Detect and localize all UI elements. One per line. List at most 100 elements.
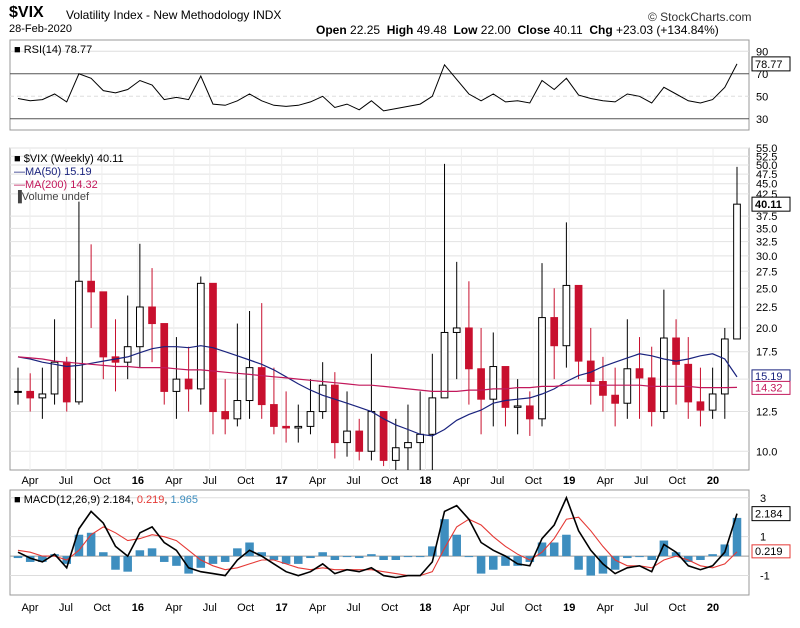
macd-histogram-bar	[647, 556, 656, 560]
price-candle-body	[99, 291, 108, 358]
macd-histogram-bar	[562, 534, 571, 557]
macd-histogram-bar	[683, 556, 693, 562]
macd-legend-part: 1.965	[170, 494, 198, 506]
price-candle-body	[196, 282, 205, 390]
macd-histogram-bar	[501, 556, 510, 566]
rsi-tick-label: 30	[756, 114, 768, 126]
macd-x-tick-label: 16	[132, 602, 144, 614]
price-candle-body	[501, 366, 510, 408]
price-candle-body	[26, 390, 35, 399]
macd-histogram-bar	[342, 556, 352, 558]
price-x-tick-label: 17	[276, 475, 288, 487]
price-candle-body	[489, 366, 498, 400]
macd-tick-label: 3	[760, 493, 766, 505]
macd-histogram-bar	[379, 556, 388, 560]
macd-histogram-bar	[586, 556, 596, 576]
macd-histogram-bar	[13, 556, 23, 559]
price-tick-label: 30.0	[756, 251, 777, 263]
price-x-tick-label: 16	[132, 475, 144, 487]
price-x-tick-label: Apr	[165, 475, 182, 487]
price-x-tick-label: Oct	[669, 475, 686, 487]
price-candle-body	[733, 203, 741, 340]
macd-histogram-bar	[269, 556, 279, 560]
price-candle-body	[379, 411, 388, 461]
price-candle-body	[404, 442, 412, 449]
macd-histogram-bar	[696, 556, 705, 560]
macd-x-tick-label: Jul	[634, 602, 648, 614]
price-x-tick-label: Jul	[203, 475, 217, 487]
price-legend: ■ $VIX (Weekly) 40.11	[14, 153, 124, 165]
symbol-title: $VIX	[9, 4, 44, 21]
macd-histogram-bar	[306, 556, 315, 559]
price-candle-body	[672, 337, 680, 365]
price-candle-body	[270, 404, 278, 427]
macd-histogram-bar	[549, 542, 559, 557]
price-candle-body	[720, 338, 729, 395]
price-candle-body	[477, 368, 485, 400]
price-candle-body	[708, 393, 717, 411]
macd-histogram-bar	[135, 550, 145, 557]
price-x-tick-label: Jul	[634, 475, 648, 487]
macd-histogram-bar	[403, 556, 413, 558]
macd-histogram-bar	[172, 556, 181, 566]
price-x-tick-label: Apr	[453, 475, 470, 487]
price-tick-label: 55.0	[756, 143, 777, 155]
price-candle-body	[525, 405, 534, 420]
price-candle-body	[148, 306, 156, 325]
macd-x-tick-label: Apr	[165, 602, 182, 614]
price-candle-body	[318, 384, 327, 413]
macd-histogram-bar	[318, 552, 327, 557]
macd-legend-part: ,	[164, 494, 170, 506]
price-candle-body	[282, 425, 290, 429]
macd-histogram-bar	[123, 556, 132, 572]
macd-histogram-bar	[159, 556, 169, 562]
macd-x-tick-label: Oct	[381, 602, 398, 614]
macd-signal-last-box	[751, 544, 791, 559]
price-x-tick-label: Jul	[490, 475, 504, 487]
macd-histogram-bar	[428, 546, 437, 557]
stockcharts-logo[interactable]: © StockCharts.com	[648, 10, 752, 24]
ohlc-stats: Open 22.25 High 49.48 Low 22.00 Close 40…	[316, 23, 719, 37]
macd-histogram-bar	[635, 556, 644, 558]
macd-tick-label: -1	[760, 571, 770, 583]
macd-tick-label: 1	[760, 532, 766, 544]
rsi-line	[17, 63, 738, 112]
macd-signal-line	[17, 516, 738, 577]
macd-histogram-bar	[245, 542, 254, 557]
rsi-tick-label: 50	[756, 91, 768, 103]
price-candle-body	[440, 331, 449, 399]
price-candle-body	[355, 430, 364, 452]
price-tick-label: 27.5	[756, 266, 777, 278]
macd-histogram-bar	[610, 556, 620, 570]
macd-histogram-bar	[489, 556, 498, 570]
price-x-tick-label: Apr	[309, 475, 326, 487]
price-tick-label: 47.5	[756, 169, 777, 181]
price-tick-label: 17.5	[756, 347, 777, 359]
price-tick-label: 10.0	[756, 446, 777, 458]
macd-x-tick-label: Oct	[93, 602, 110, 614]
macd-x-tick-label: Apr	[309, 602, 326, 614]
price-tick-label: 22.5	[756, 302, 777, 314]
price-candle-body	[123, 346, 132, 363]
rsi-last-label: 78.77	[755, 59, 783, 71]
price-tick-label: 25.0	[756, 283, 777, 295]
price-x-tick-label: Apr	[21, 475, 38, 487]
macd-histogram-bar	[464, 556, 474, 558]
price-candle-body	[562, 284, 571, 347]
price-candle-body	[50, 361, 59, 395]
price-tick-label: 37.5	[756, 211, 777, 223]
price-candle-body	[294, 425, 303, 429]
macd-histogram-bar	[257, 552, 266, 557]
chg-value: +23.03 (+134.84%)	[616, 23, 719, 37]
macd-histogram-bar	[732, 517, 742, 557]
price-tick-label: 35.0	[756, 223, 777, 235]
price-candle-body	[465, 327, 473, 370]
price-candle-body	[172, 378, 181, 392]
chart-title: Volatility Index - New Methodology INDX	[66, 8, 282, 22]
ma200-legend: —MA(200) 14.32	[14, 179, 98, 191]
close-label: Close	[517, 23, 551, 37]
macd-histogram-bar	[708, 554, 717, 557]
price-tick-label: 52.5	[756, 151, 777, 163]
chg-label: Chg	[589, 23, 613, 37]
macd-histogram-bar	[367, 554, 376, 557]
